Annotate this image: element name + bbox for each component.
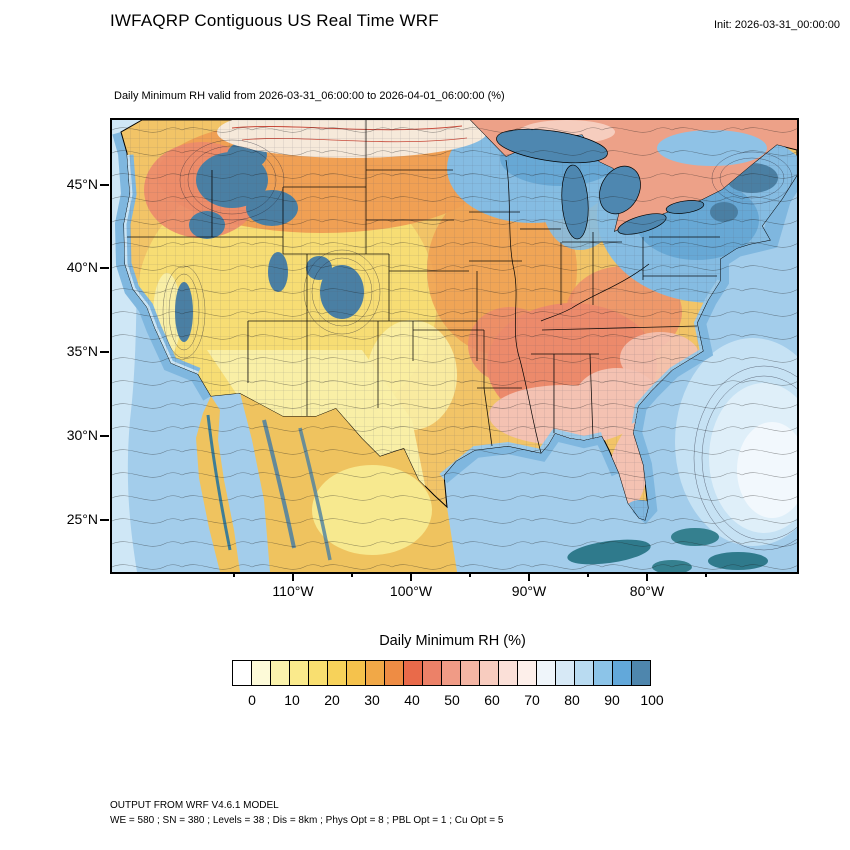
colorbar-tick-label: 60 xyxy=(484,692,500,708)
colorbar-cell xyxy=(441,660,461,686)
colorbar xyxy=(232,660,651,686)
colorbar-labels: 0 10 20 30 40 50 60 70 80 90 100 xyxy=(232,692,674,712)
lat-tick-mark xyxy=(100,267,109,269)
colorbar-tick-label: 100 xyxy=(640,692,664,708)
valid-time-subtitle: Daily Minimum RH valid from 2026-03-31_0… xyxy=(114,90,505,102)
colorbar-cell xyxy=(612,660,632,686)
colorbar-tick-label: 30 xyxy=(364,692,380,708)
lat-tick-mark xyxy=(100,435,109,437)
init-timestamp: Init: 2026-03-31_00:00:00 xyxy=(714,19,840,31)
lat-tick-label: 35°N xyxy=(66,343,98,359)
colorbar-cell xyxy=(460,660,480,686)
colorbar-tick-label: 40 xyxy=(404,692,420,708)
colorbar-tick-label: 0 xyxy=(248,692,256,708)
colorbar-cell xyxy=(479,660,499,686)
model-config-text: WE = 580 ; SN = 380 ; Levels = 38 ; Dis … xyxy=(110,814,504,826)
contour-line-texture xyxy=(112,120,797,572)
colorbar-cell xyxy=(327,660,347,686)
colorbar-cell xyxy=(555,660,575,686)
rh-contour-map xyxy=(112,120,797,572)
colorbar-tick-label: 80 xyxy=(564,692,580,708)
colorbar-title: Daily Minimum RH (%) xyxy=(379,633,526,649)
lon-tick-label: 90°W xyxy=(511,583,547,599)
lat-tick-label: 45°N xyxy=(66,176,98,192)
colorbar-cell xyxy=(289,660,309,686)
colorbar-tick-label: 10 xyxy=(284,692,300,708)
lat-tick-label: 25°N xyxy=(66,511,98,527)
plot-title: IWFAQRP Contiguous US Real Time WRF xyxy=(110,11,439,30)
colorbar-tick-label: 50 xyxy=(444,692,460,708)
colorbar-cell xyxy=(232,660,252,686)
lat-tick-mark xyxy=(100,519,109,521)
colorbar-tick-label: 20 xyxy=(324,692,340,708)
lon-tick-label: 110°W xyxy=(272,583,314,599)
lat-tick-label: 40°N xyxy=(66,259,98,275)
lat-tick-label: 30°N xyxy=(66,427,98,443)
lon-tick-label: 100°W xyxy=(389,583,433,599)
colorbar-cell xyxy=(365,660,385,686)
colorbar-cell xyxy=(517,660,537,686)
colorbar-cell xyxy=(346,660,366,686)
colorbar-cell xyxy=(251,660,271,686)
colorbar-cell xyxy=(574,660,594,686)
colorbar-cell xyxy=(308,660,328,686)
lon-tick-label: 80°W xyxy=(629,583,665,599)
lat-tick-mark xyxy=(100,184,109,186)
colorbar-cell xyxy=(631,660,651,686)
model-version-text: OUTPUT FROM WRF V4.6.1 MODEL xyxy=(110,800,279,811)
map-frame xyxy=(110,118,799,574)
colorbar-cell xyxy=(422,660,442,686)
colorbar-cell xyxy=(593,660,613,686)
colorbar-cell xyxy=(270,660,290,686)
colorbar-cell xyxy=(384,660,404,686)
colorbar-cell xyxy=(403,660,423,686)
colorbar-cell xyxy=(536,660,556,686)
colorbar-tick-label: 70 xyxy=(524,692,540,708)
colorbar-cell xyxy=(498,660,518,686)
footer-notes: OUTPUT FROM WRF V4.6.1 MODEL WE = 580 ; … xyxy=(110,799,503,828)
lat-tick-mark xyxy=(100,351,109,353)
colorbar-tick-label: 90 xyxy=(604,692,620,708)
